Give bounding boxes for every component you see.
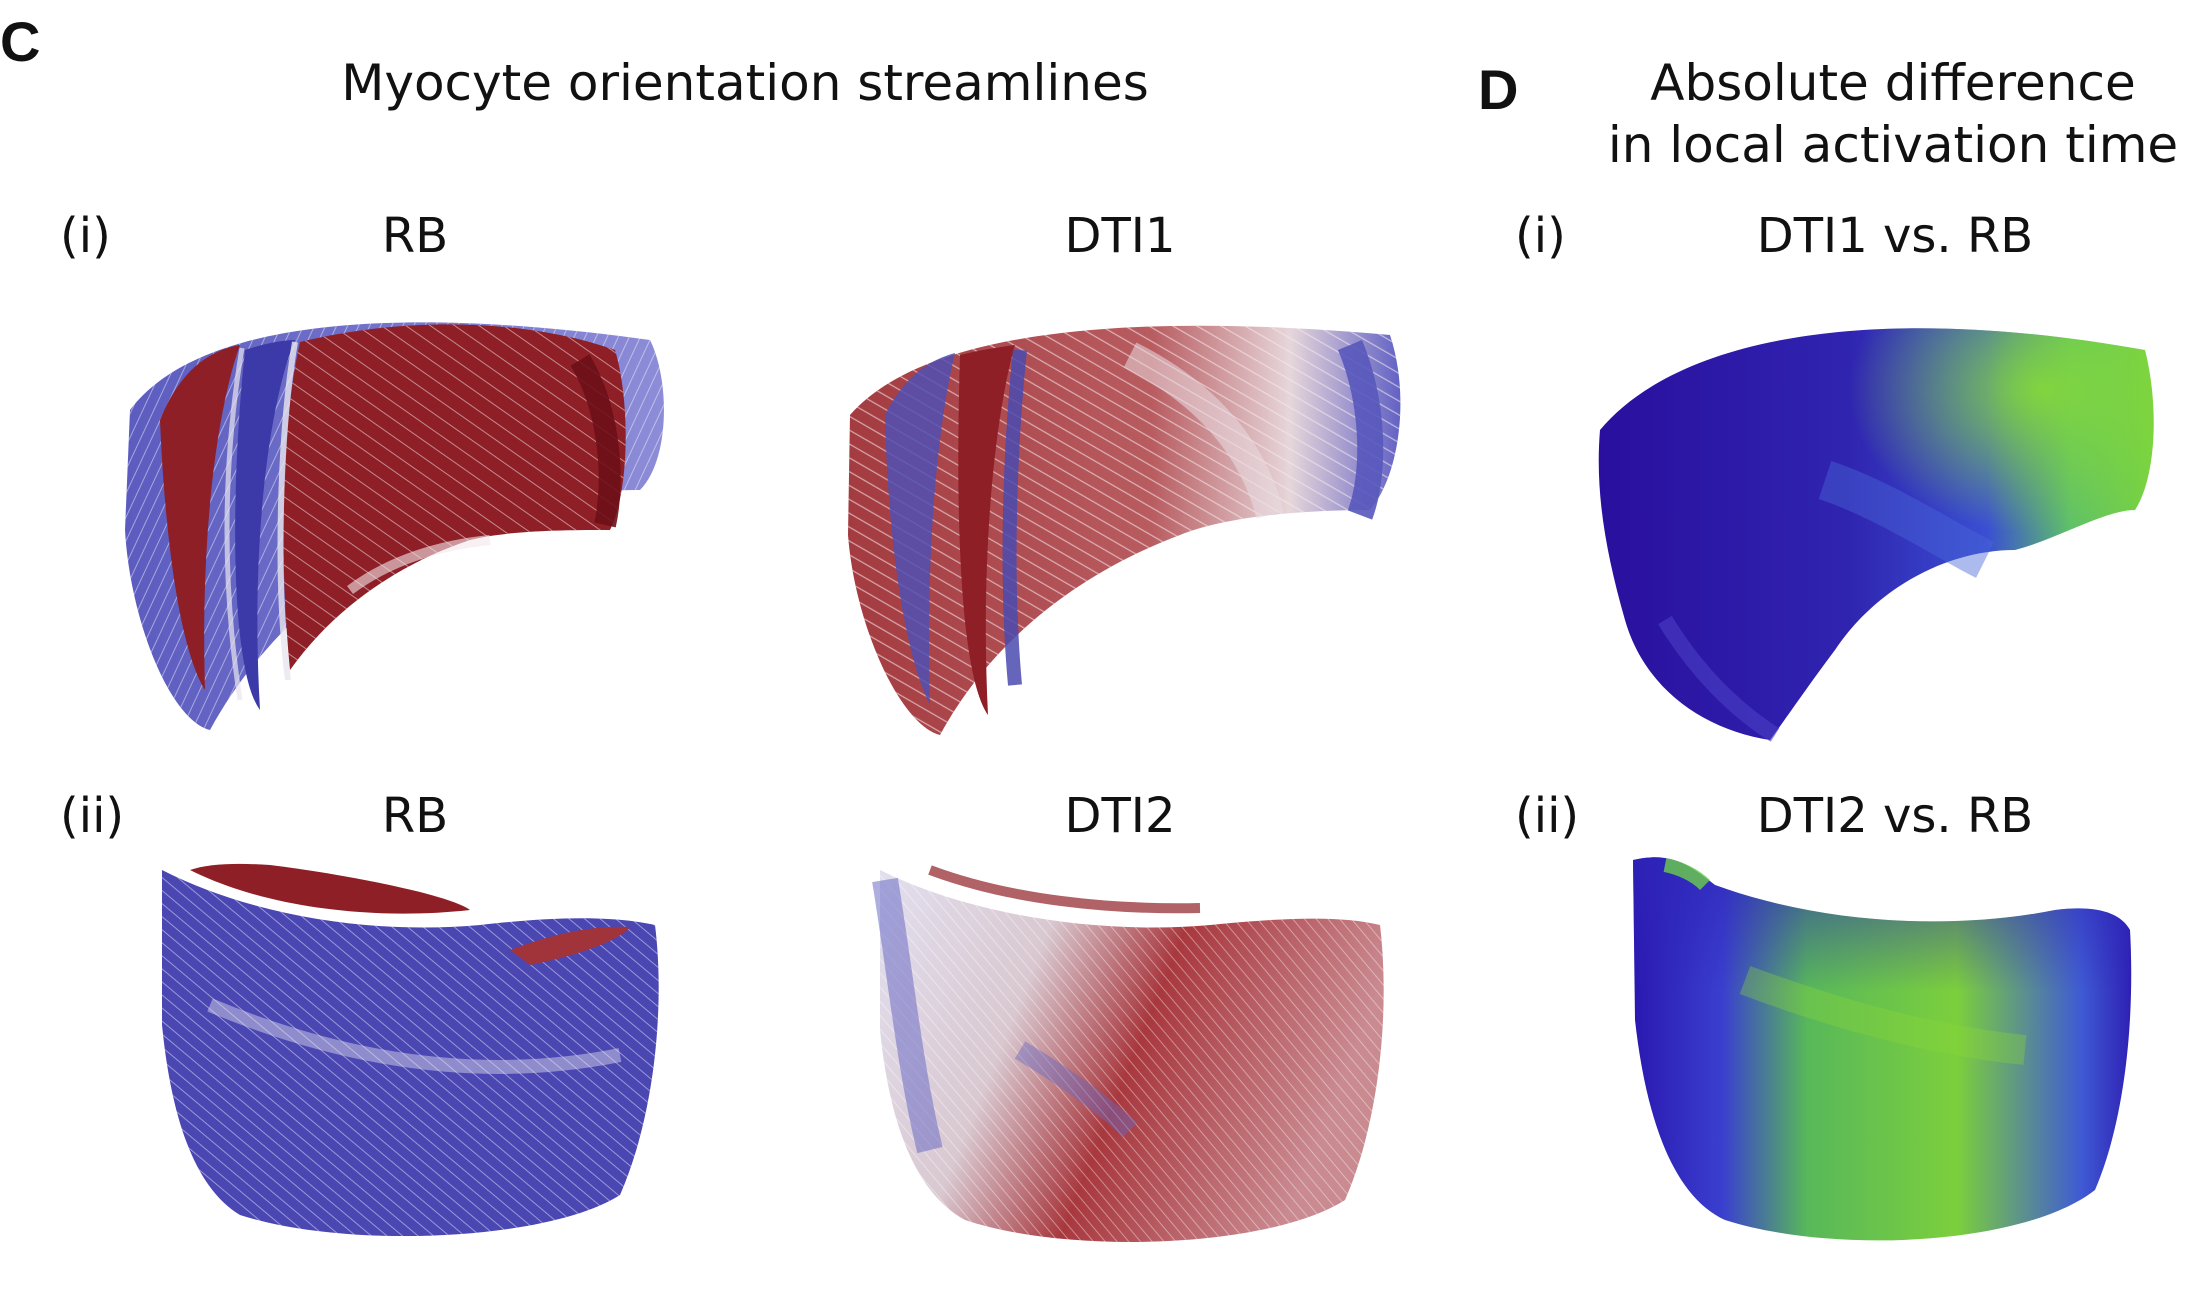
dti2-streamline-render [870, 850, 1400, 1255]
panel-c-row-ii-rb-label: RB [381, 788, 449, 844]
panel-d-row-i-label: (i) [1515, 208, 1566, 264]
lat-difference-render-dti2 [1625, 850, 2135, 1255]
rb-streamline-render-i [110, 290, 700, 750]
panel-c-row-ii-dti2-label: DTI2 [1064, 788, 1176, 844]
panel-c-letter: C [0, 10, 41, 73]
rb-streamline-render-ii [150, 855, 670, 1250]
lat-difference-render-dti1 [1585, 290, 2165, 750]
panel-c-row-i-label: (i) [60, 208, 111, 264]
panel-c-row-ii-label: (ii) [60, 788, 125, 844]
dti1-streamline-render [830, 295, 1420, 745]
panel-c-row-i-dti1-label: DTI1 [1064, 208, 1176, 264]
panel-c-row-i-rb-label: RB [381, 208, 449, 264]
panel-d-row-i-comparison-label: DTI1 vs. RB [1756, 208, 2034, 264]
panel-d-letter: D [1478, 58, 1519, 121]
panel-d-row-ii-label: (ii) [1515, 788, 1580, 844]
panel-d-title-line1: Absolute difference [1650, 54, 2136, 112]
panel-c-title: Myocyte orientation streamlines [341, 54, 1149, 112]
panel-d-title-line2: in local activation time [1607, 116, 2179, 174]
panel-d-row-ii-comparison-label: DTI2 vs. RB [1756, 788, 2034, 844]
